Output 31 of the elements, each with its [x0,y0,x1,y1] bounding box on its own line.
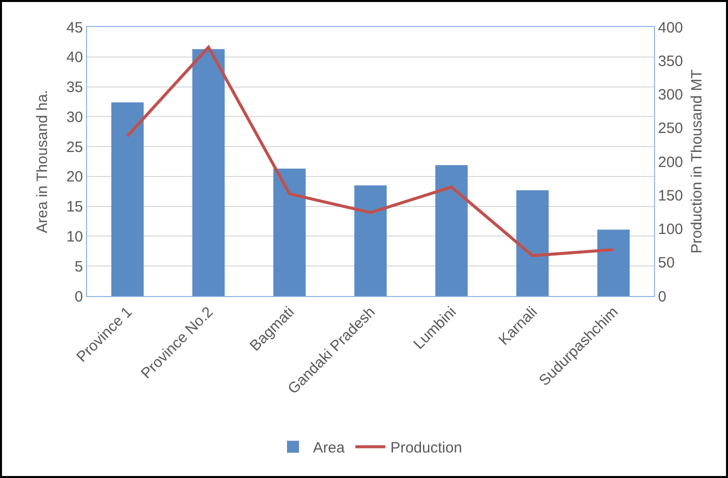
y-tick-label: 15 [66,198,83,216]
bar [273,168,306,296]
bar [192,49,225,296]
bar [435,165,468,296]
y-axis-title: Area in Thousand ha. [34,90,51,234]
y-tick-label: 45 [66,19,83,36]
y-tick-label: 20 [66,168,83,186]
legend-label: Area [313,440,346,457]
y2-tick-label: 50 [658,254,675,272]
y-tick-label: 0 [74,288,83,306]
y2-tick-label: 350 [658,52,684,70]
y-tick-label: 25 [66,138,83,156]
legend-label: Production [390,440,462,457]
y-tick-label: 10 [66,228,83,246]
bar [354,185,387,296]
y-tick-label: 35 [66,79,83,96]
bar [597,230,630,296]
y2-tick-label: 150 [658,187,684,204]
y-tick-label: 40 [66,49,83,66]
y2-tick-label: 250 [658,120,684,138]
bar [516,190,549,296]
y2-tick-label: 0 [658,288,666,306]
y2-tick-label: 100 [658,221,684,238]
y-tick-label: 30 [66,108,83,126]
line-series [126,46,615,258]
y2-tick-label: 300 [658,86,684,104]
y2-tick-label: 200 [658,154,684,171]
y2-tick-label: 400 [658,19,684,36]
y2-axis-title: Production in Thousand MT [688,70,706,254]
bar [111,102,144,296]
y-tick-label: 5 [74,258,83,276]
